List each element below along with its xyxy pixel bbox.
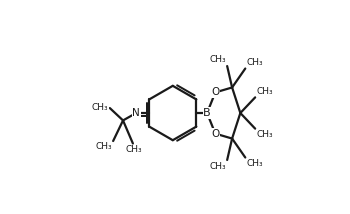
Text: CH₃: CH₃ xyxy=(257,87,273,96)
Text: CH₃: CH₃ xyxy=(95,142,112,151)
Text: O: O xyxy=(211,129,219,139)
Text: B: B xyxy=(203,108,211,118)
Text: N: N xyxy=(132,108,140,118)
Text: CH₃: CH₃ xyxy=(209,55,226,64)
Text: CH₃: CH₃ xyxy=(125,145,142,154)
Text: CH₃: CH₃ xyxy=(209,162,226,171)
Text: CH₃: CH₃ xyxy=(257,130,273,139)
Text: O: O xyxy=(211,87,219,97)
Text: CH₃: CH₃ xyxy=(247,58,263,67)
Text: CH₃: CH₃ xyxy=(92,103,108,112)
Text: CH₃: CH₃ xyxy=(247,159,263,168)
